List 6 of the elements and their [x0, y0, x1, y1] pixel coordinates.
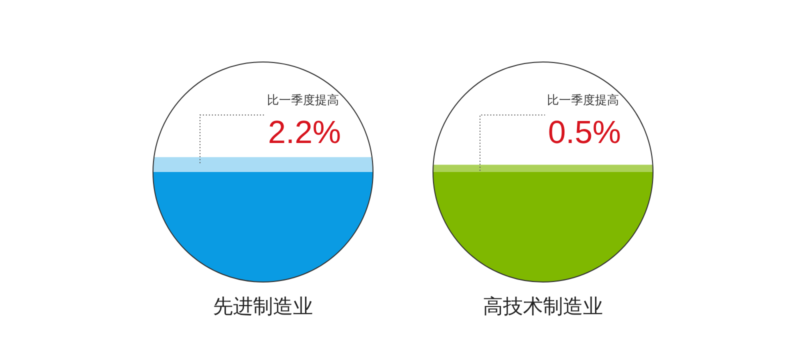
- text: 比一季度提高: [267, 93, 339, 107]
- text: 高技术制造业: [483, 294, 603, 318]
- text: 比一季度提高: [547, 93, 619, 107]
- data-label: 2.2%: [268, 114, 341, 150]
- data-label: 0.5%: [548, 114, 621, 150]
- text: 先进制造业: [213, 294, 313, 318]
